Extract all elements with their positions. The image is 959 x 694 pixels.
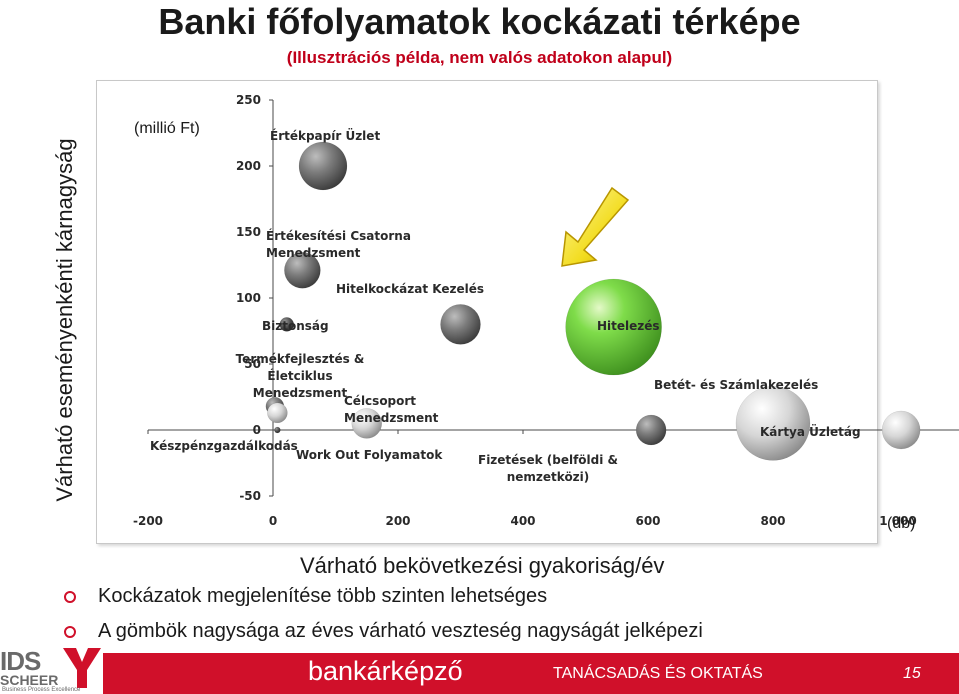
y-tick-label: 100 xyxy=(236,291,261,305)
x-tick-label: 800 xyxy=(760,514,785,528)
bubble-label: Work Out Folyamatok xyxy=(296,448,443,462)
bubble-point xyxy=(440,304,481,345)
x-axis-unit: (db) xyxy=(887,515,916,532)
page-title: Banki főfolyamatok kockázati térképe xyxy=(158,1,801,42)
bubble-point xyxy=(735,386,811,461)
bullet-circle-icon xyxy=(64,590,76,603)
bubble-label: Betét- és Számlakezelés xyxy=(654,378,818,392)
bubble-point xyxy=(298,141,348,191)
bubble-point xyxy=(351,408,382,439)
bubble-point xyxy=(881,410,921,450)
bubble-label: Készpénzgazdálkodás xyxy=(150,439,298,453)
bubble-point xyxy=(274,426,281,434)
bubble-point xyxy=(267,402,288,424)
bullet-item: A gömbök nagysága az éves várható veszte… xyxy=(64,620,703,643)
bubble-label: Értékpapír Üzlet xyxy=(270,128,380,143)
x-tick-label: 600 xyxy=(635,514,660,528)
bullet-text: A gömbök nagysága az éves várható veszte… xyxy=(98,620,703,642)
x-axis-title: Várható bekövetkezési gyakoriság/év xyxy=(300,553,665,578)
ids-scheer-logo: IDS SCHEER Business Process Excellence xyxy=(0,646,103,694)
footer-tagline: TANÁCSADÁS ÉS OKTATÁS xyxy=(553,665,763,682)
y-tick-label: 0 xyxy=(253,423,261,437)
bubble-label: Fizetések (belföldi & nemzetközi) xyxy=(478,453,618,484)
bubble-label: Biztonság xyxy=(262,319,329,333)
y-tick-label: -50 xyxy=(239,489,261,503)
bubble-point xyxy=(279,317,294,332)
logo-claim-text: Business Process Excellence xyxy=(2,687,81,693)
bubble-label: Hitelkockázat Kezelés xyxy=(336,282,484,296)
logo-y-mark-icon xyxy=(63,648,101,688)
bubble-label: Termékfejlesztés & Életciklus Menedzsment xyxy=(236,352,365,400)
x-tick-label: 0 xyxy=(269,514,277,528)
bubble-point xyxy=(635,414,667,446)
y-tick-label: 200 xyxy=(236,159,261,173)
footer-brand: bankárképző xyxy=(308,656,463,686)
bullet-item: Kockázatok megjelenítése több szinten le… xyxy=(64,585,547,608)
x-tick-label: 1 000 xyxy=(879,514,917,528)
bubble-point xyxy=(284,252,321,289)
x-tick-label: -200 xyxy=(133,514,163,528)
bubble-label: Értékesítési Csatorna Menedzsment xyxy=(266,228,411,260)
bullet-circle-icon xyxy=(64,625,76,638)
bubble-label: Hitelezés xyxy=(597,319,660,333)
logo-scheer-text: SCHEER xyxy=(0,672,59,688)
y-tick-label: 50 xyxy=(244,357,261,371)
y-axis-unit: (millió Ft) xyxy=(134,120,200,137)
chart-frame xyxy=(96,80,878,544)
bubble-label: Célcsoport Menedzsment xyxy=(344,394,439,425)
y-tick-label: 250 xyxy=(236,93,261,107)
x-tick-label: 200 xyxy=(385,514,410,528)
footer-bar: bankárképző TANÁCSADÁS ÉS OKTATÁS 15 xyxy=(103,653,959,694)
page-subtitle: (Illusztrációs példa, nem valós adatokon… xyxy=(286,48,673,67)
bubble-label: Kártya Üzletág xyxy=(760,424,861,439)
page-number: 15 xyxy=(903,665,921,682)
bubble-point xyxy=(565,278,662,376)
bullet-text: Kockázatok megjelenítése több szinten le… xyxy=(98,585,548,607)
y-tick-label: 150 xyxy=(236,225,261,239)
x-tick-label: 400 xyxy=(510,514,535,528)
highlight-arrow xyxy=(561,186,630,267)
logo-ids-text: IDS xyxy=(0,646,41,676)
